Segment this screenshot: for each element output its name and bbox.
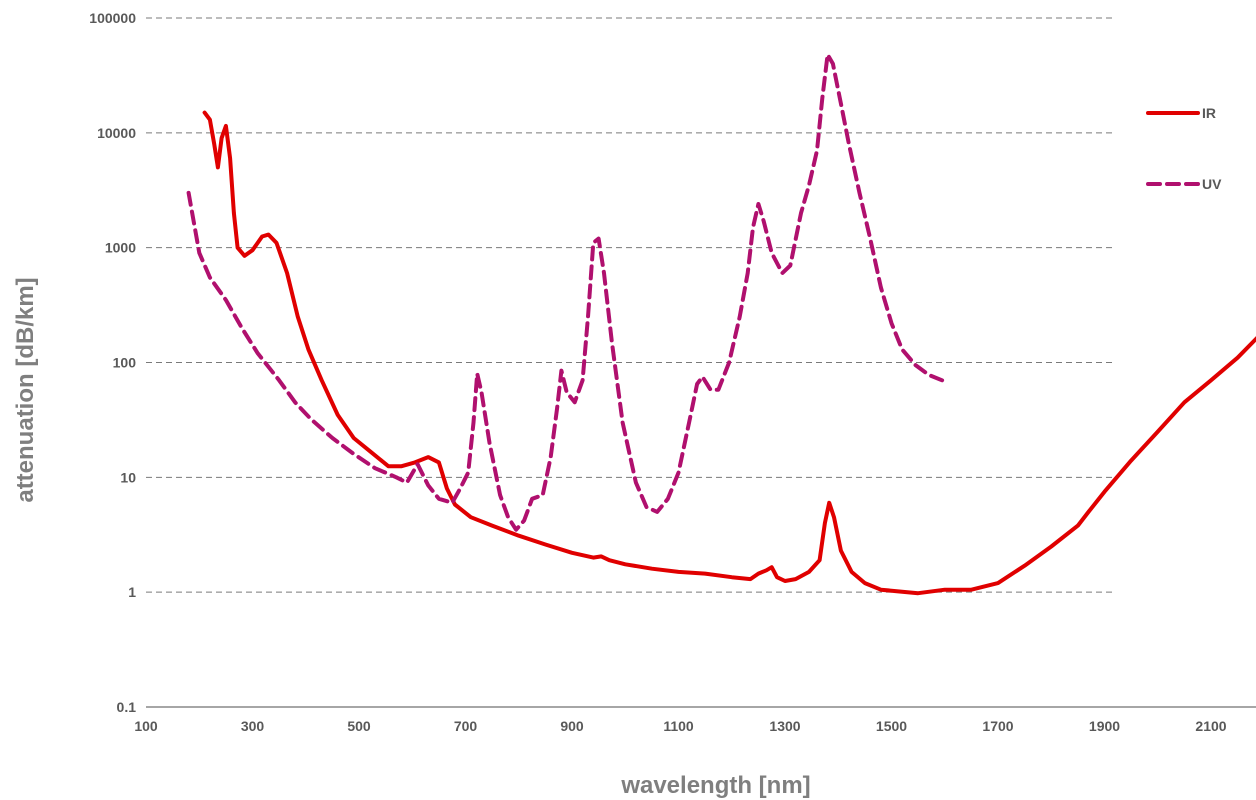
x-tick-label: 1500: [876, 718, 907, 734]
x-tick-label: 500: [347, 718, 371, 734]
series-lines: [186, 52, 1256, 596]
legend-label-uv: UV: [1202, 176, 1222, 192]
x-tick-labels: 100 300 500 700 900 1100 1300 1500 1700 1900 2100: [134, 718, 1226, 734]
y-axis-title: attenuation [dB/km]: [12, 277, 39, 502]
y-tick-label: 100000: [89, 10, 136, 26]
x-tick-label: 1100: [663, 718, 694, 734]
x-tick-label: 100: [134, 718, 158, 734]
x-tick-label: 1700: [982, 718, 1013, 734]
x-tick-label: 1900: [1089, 718, 1120, 734]
y-tick-label: 10: [120, 469, 136, 485]
y-gridlines: [146, 17, 1112, 593]
legend-label-ir: IR: [1202, 105, 1216, 121]
legend: IR UV: [1146, 105, 1222, 192]
x-tick-label: 700: [454, 718, 478, 734]
x-axis-title: wavelength [nm]: [620, 772, 810, 799]
y-tick-label: 1: [128, 584, 136, 600]
y-tick-labels: 0.1 1 10 100 1000 10000 100000: [89, 10, 136, 715]
y-tick-label: 1000: [105, 240, 136, 256]
x-tick-label: 300: [241, 718, 265, 734]
series-line-ir: [202, 110, 1256, 596]
y-tick-label: 10000: [97, 125, 136, 141]
y-tick-label: 0.1: [117, 699, 137, 715]
y-tick-label: 100: [113, 355, 137, 371]
series-line-uv: [186, 52, 945, 532]
x-tick-label: 1300: [769, 718, 800, 734]
x-tick-label: 2100: [1195, 718, 1226, 734]
x-tick-label: 900: [560, 718, 584, 734]
